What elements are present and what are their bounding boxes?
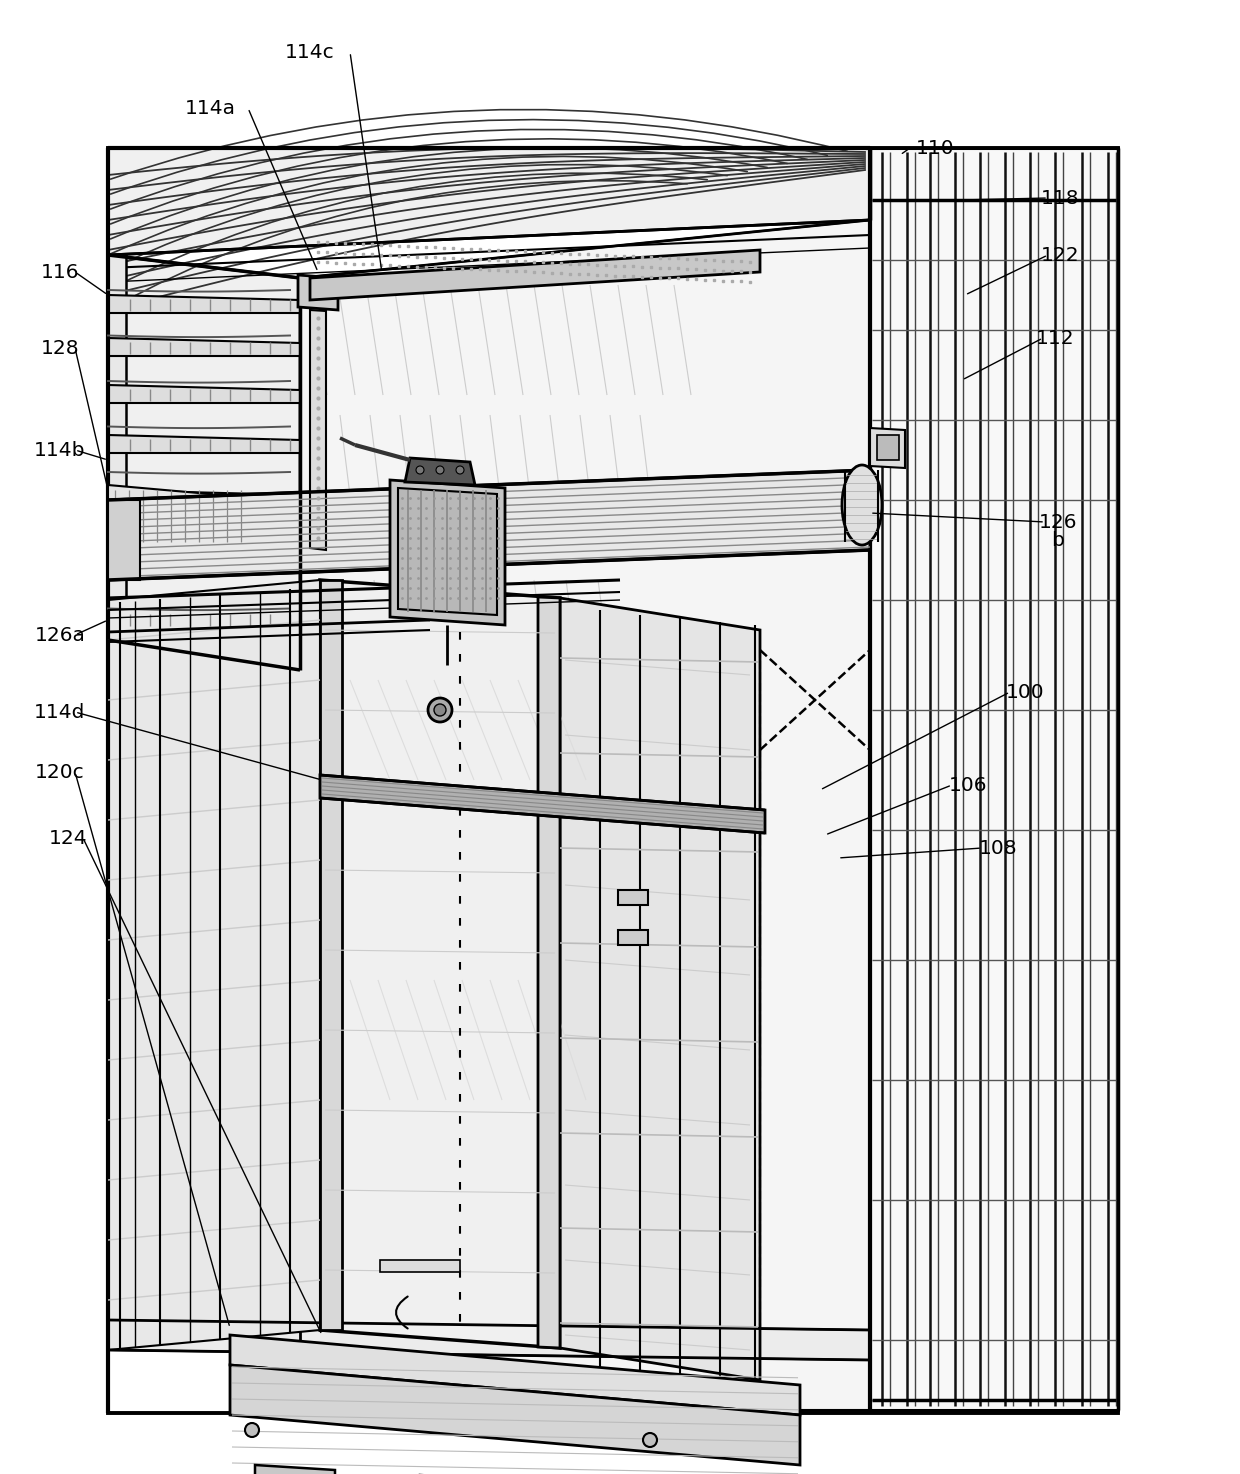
Polygon shape bbox=[870, 427, 905, 469]
Circle shape bbox=[246, 1422, 259, 1437]
Bar bbox=[877, 435, 899, 460]
Circle shape bbox=[428, 699, 453, 722]
Polygon shape bbox=[229, 1335, 800, 1415]
Polygon shape bbox=[108, 550, 300, 567]
Circle shape bbox=[436, 466, 444, 475]
Polygon shape bbox=[398, 488, 497, 615]
Polygon shape bbox=[300, 220, 870, 1411]
Polygon shape bbox=[108, 147, 870, 255]
Circle shape bbox=[644, 1433, 657, 1447]
Polygon shape bbox=[108, 610, 300, 628]
Polygon shape bbox=[391, 481, 505, 625]
Text: 114a: 114a bbox=[185, 99, 236, 118]
Bar bbox=[618, 890, 649, 905]
Text: 124: 124 bbox=[48, 828, 87, 848]
Text: 106: 106 bbox=[949, 775, 987, 794]
Bar bbox=[379, 1260, 460, 1272]
Circle shape bbox=[434, 705, 446, 716]
Polygon shape bbox=[108, 489, 300, 509]
Text: 110: 110 bbox=[915, 139, 955, 158]
Polygon shape bbox=[229, 1365, 800, 1465]
Polygon shape bbox=[255, 1465, 335, 1474]
Polygon shape bbox=[108, 255, 126, 640]
Text: 114d: 114d bbox=[35, 703, 86, 721]
Polygon shape bbox=[405, 458, 475, 485]
Text: 114b: 114b bbox=[35, 441, 86, 460]
Polygon shape bbox=[108, 500, 140, 579]
Text: 114c: 114c bbox=[285, 43, 335, 62]
Text: 122: 122 bbox=[1040, 246, 1079, 264]
Polygon shape bbox=[108, 1321, 870, 1361]
Polygon shape bbox=[108, 385, 300, 402]
Polygon shape bbox=[108, 295, 300, 312]
Circle shape bbox=[456, 466, 464, 475]
Polygon shape bbox=[108, 579, 320, 1350]
Text: 108: 108 bbox=[978, 839, 1017, 858]
Text: 118: 118 bbox=[1040, 189, 1079, 208]
Polygon shape bbox=[538, 597, 560, 1349]
Text: 112: 112 bbox=[1035, 329, 1074, 348]
Polygon shape bbox=[108, 255, 300, 671]
Polygon shape bbox=[560, 598, 760, 1380]
Polygon shape bbox=[108, 485, 255, 548]
Polygon shape bbox=[310, 310, 326, 550]
Text: 128: 128 bbox=[41, 339, 79, 358]
Circle shape bbox=[415, 466, 424, 475]
Text: b: b bbox=[1052, 531, 1064, 550]
Text: 100: 100 bbox=[1006, 682, 1044, 702]
Text: 120c: 120c bbox=[35, 762, 84, 781]
Text: 116: 116 bbox=[41, 262, 79, 282]
Polygon shape bbox=[108, 435, 300, 453]
Text: 126: 126 bbox=[1039, 513, 1078, 532]
Text: 126a: 126a bbox=[35, 625, 86, 644]
Ellipse shape bbox=[842, 464, 882, 545]
Polygon shape bbox=[320, 579, 560, 1349]
Bar bbox=[108, 147, 1118, 1414]
Polygon shape bbox=[108, 338, 300, 357]
Polygon shape bbox=[870, 147, 1118, 1411]
Polygon shape bbox=[298, 276, 339, 310]
Polygon shape bbox=[310, 251, 760, 301]
Bar bbox=[618, 930, 649, 945]
Polygon shape bbox=[320, 579, 342, 1330]
Polygon shape bbox=[320, 775, 765, 833]
Polygon shape bbox=[108, 470, 870, 579]
